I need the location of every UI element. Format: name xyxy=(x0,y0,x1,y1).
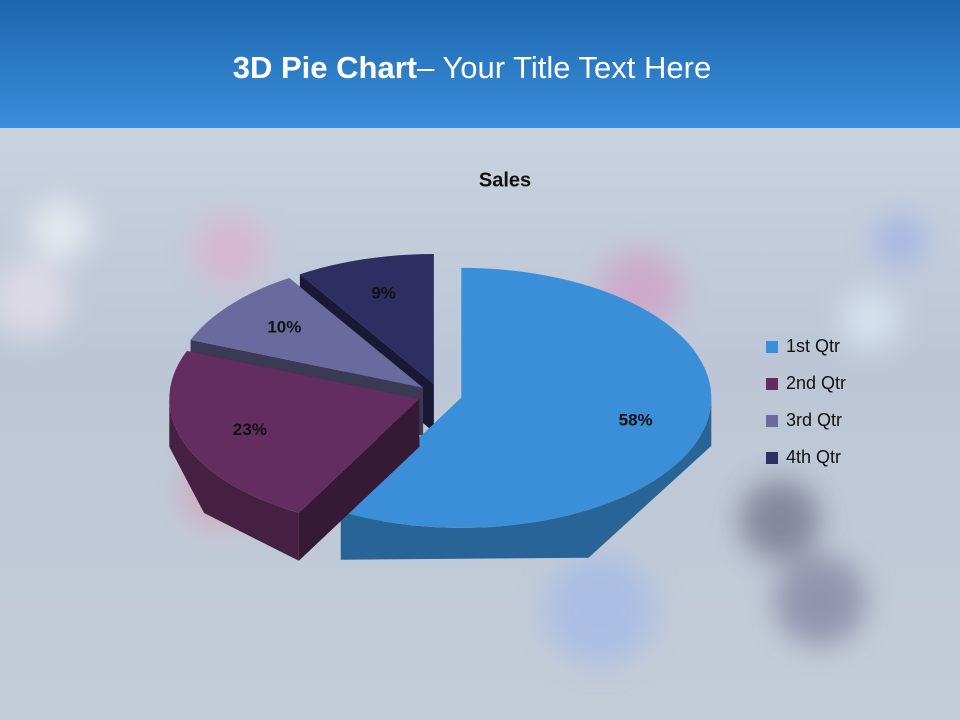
slice-top xyxy=(299,254,434,385)
legend: 1st Qtr 2nd Qtr 3rd Qtr 4th Qtr xyxy=(766,336,846,467)
slide-title-rest: – Your Title Text Here xyxy=(417,50,711,85)
data-label: 23% xyxy=(233,420,267,439)
legend-swatch xyxy=(766,378,778,390)
legend-label: 3rd Qtr xyxy=(786,410,842,430)
legend-swatch xyxy=(766,452,778,464)
pie-slice: 58% xyxy=(340,267,712,560)
legend-swatch xyxy=(766,415,778,427)
header-bar xyxy=(0,0,960,128)
data-label: 58% xyxy=(619,411,653,430)
slice-wall xyxy=(169,398,299,561)
slice-top xyxy=(340,267,712,528)
data-label: 10% xyxy=(267,318,301,337)
bokeh xyxy=(0,200,925,665)
pie: 9% 10% 58% 23% xyxy=(169,254,712,561)
data-label: 9% xyxy=(371,284,396,303)
legend-label: 1st Qtr xyxy=(786,336,840,356)
slide-title-bold: 3D Pie Chart xyxy=(233,50,417,85)
slide-title: 3D Pie Chart– Your Title Text Here xyxy=(233,50,711,85)
legend-label: 4th Qtr xyxy=(786,447,841,467)
slice-top xyxy=(169,351,420,513)
slice-wall xyxy=(340,397,712,560)
slice-top xyxy=(190,277,424,388)
legend-label: 2nd Qtr xyxy=(786,373,846,393)
pie-slice: 23% xyxy=(169,351,420,561)
chart-title: Sales xyxy=(479,169,531,191)
legend-swatch xyxy=(766,341,778,353)
